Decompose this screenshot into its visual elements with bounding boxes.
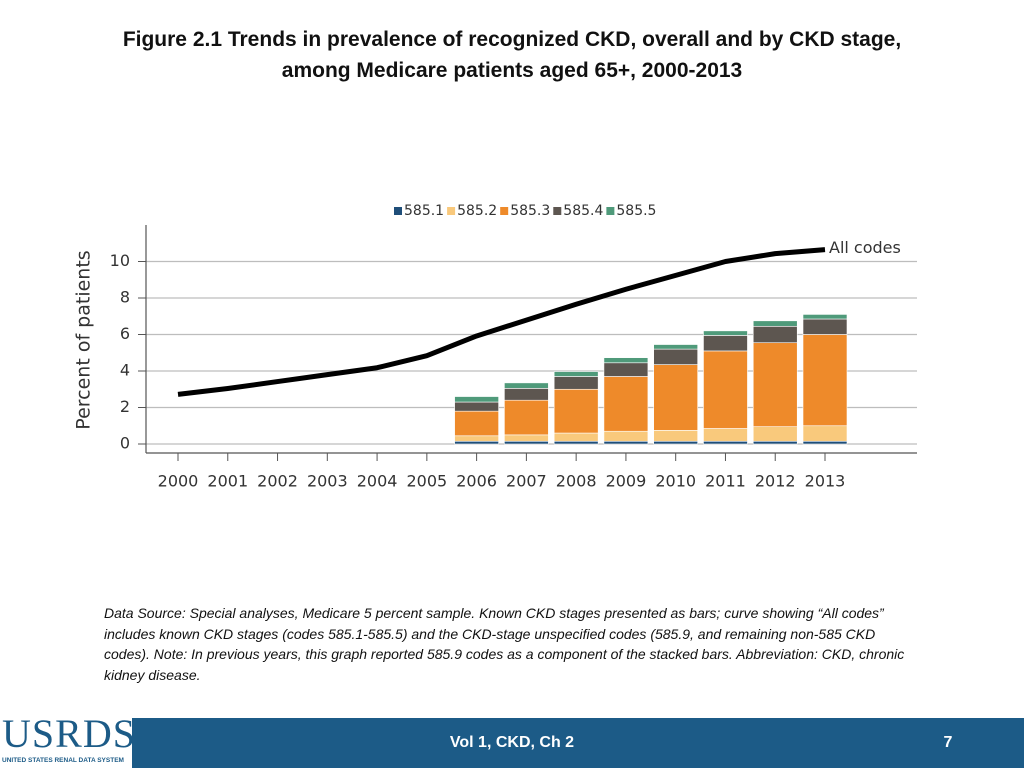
line-all-codes (177, 247, 826, 397)
legend-label: 585.3 (510, 203, 550, 219)
bar-segment (703, 335, 748, 352)
bar-segment (653, 364, 698, 431)
bar-segment (752, 320, 798, 327)
logo-subtitle: UNITED STATES RENAL DATA SYSTEM (2, 757, 124, 764)
bar-segment (653, 344, 698, 350)
bar-segment (553, 388, 599, 434)
bar-segment (454, 435, 499, 442)
line-label: All codes (829, 238, 901, 257)
bar-segment (603, 430, 649, 442)
bar-segment (802, 334, 848, 427)
footer-bar (0, 718, 1024, 768)
bar-segment (603, 362, 649, 377)
page-number: 7 (943, 734, 953, 751)
bar-segment (454, 396, 499, 403)
chart: 0 2 4 6 8 10 Percent of patients 2000 2001 2002 20… (73, 203, 917, 491)
legend-label: 585.2 (457, 203, 497, 219)
x-tick-label: 2008 (556, 472, 597, 491)
bar-segment (703, 440, 748, 445)
bar-segment (553, 432, 599, 442)
legend-swatch (447, 207, 456, 215)
bar-segment (454, 410, 499, 437)
bar-segment (802, 440, 848, 445)
y-tick-label: 8 (120, 288, 130, 307)
bar-segment (504, 434, 549, 442)
x-tick-label: 2004 (357, 472, 398, 491)
bar-segment (752, 440, 798, 445)
y-tick-label: 6 (120, 324, 130, 343)
y-tick-label: 2 (120, 397, 130, 416)
bar-segment (454, 440, 499, 445)
slide-title: Figure 2.1 Trends in prevalence of recog… (122, 28, 902, 82)
x-tick-label: 2010 (655, 472, 696, 491)
legend-swatch (553, 207, 562, 215)
footnote: Data Source: Special analyses, Medicare … (104, 605, 905, 683)
x-tick-label: 2001 (207, 472, 248, 491)
legend-swatch (606, 207, 615, 215)
logo: USRDS UNITED STATES RENAL DATA SYSTEM (0, 712, 135, 768)
bar-segment (752, 325, 798, 344)
bar-segment (703, 350, 748, 429)
legend-label: 585.5 (616, 203, 656, 219)
bar-segment (653, 430, 698, 442)
bar-segment (802, 425, 848, 442)
bar-segment (504, 382, 549, 389)
bar-segment (653, 440, 698, 445)
bar-segment (752, 426, 798, 442)
bar-segment (504, 399, 549, 436)
legend-swatch (500, 207, 509, 215)
x-tick-label: 2005 (406, 472, 447, 491)
y-tick-label: 0 (120, 434, 130, 453)
x-tick-label: 2011 (705, 472, 746, 491)
x-tick-label: 2009 (606, 472, 647, 491)
legend-swatch (394, 207, 402, 215)
x-tick-label: 2000 (158, 472, 199, 491)
bar-segment (653, 348, 698, 365)
bar-segment (802, 318, 848, 335)
bar-segment (553, 371, 599, 377)
bar-segment (603, 440, 649, 445)
x-tick-label: 2006 (456, 472, 497, 491)
bar-segment (703, 428, 748, 442)
x-tick-label: 2007 (506, 472, 547, 491)
bar-segment (703, 330, 748, 336)
x-tick-label: 2002 (257, 472, 298, 491)
bar-segment (752, 342, 798, 427)
bar-segment (504, 440, 549, 445)
y-axis-label: Percent of patients (73, 250, 95, 429)
legend-label: 585.1 (404, 203, 444, 219)
x-tick-label: 2013 (805, 472, 846, 491)
bar-segment (603, 357, 649, 364)
y-tick-label: 10 (110, 251, 130, 270)
bar-segment (802, 314, 848, 320)
bar-segment (553, 440, 599, 445)
bar-segment (504, 388, 549, 401)
legend-label: 585.4 (563, 203, 603, 219)
y-tick-label: 4 (120, 361, 130, 380)
bar-segment (603, 376, 649, 432)
bar-segment (454, 401, 499, 412)
footer-label: Vol 1, CKD, Ch 2 (449, 734, 575, 751)
x-tick-label: 2003 (307, 472, 348, 491)
logo-text: USRDS (2, 711, 136, 756)
bar-segment (553, 376, 599, 390)
x-tick-label: 2012 (755, 472, 796, 491)
